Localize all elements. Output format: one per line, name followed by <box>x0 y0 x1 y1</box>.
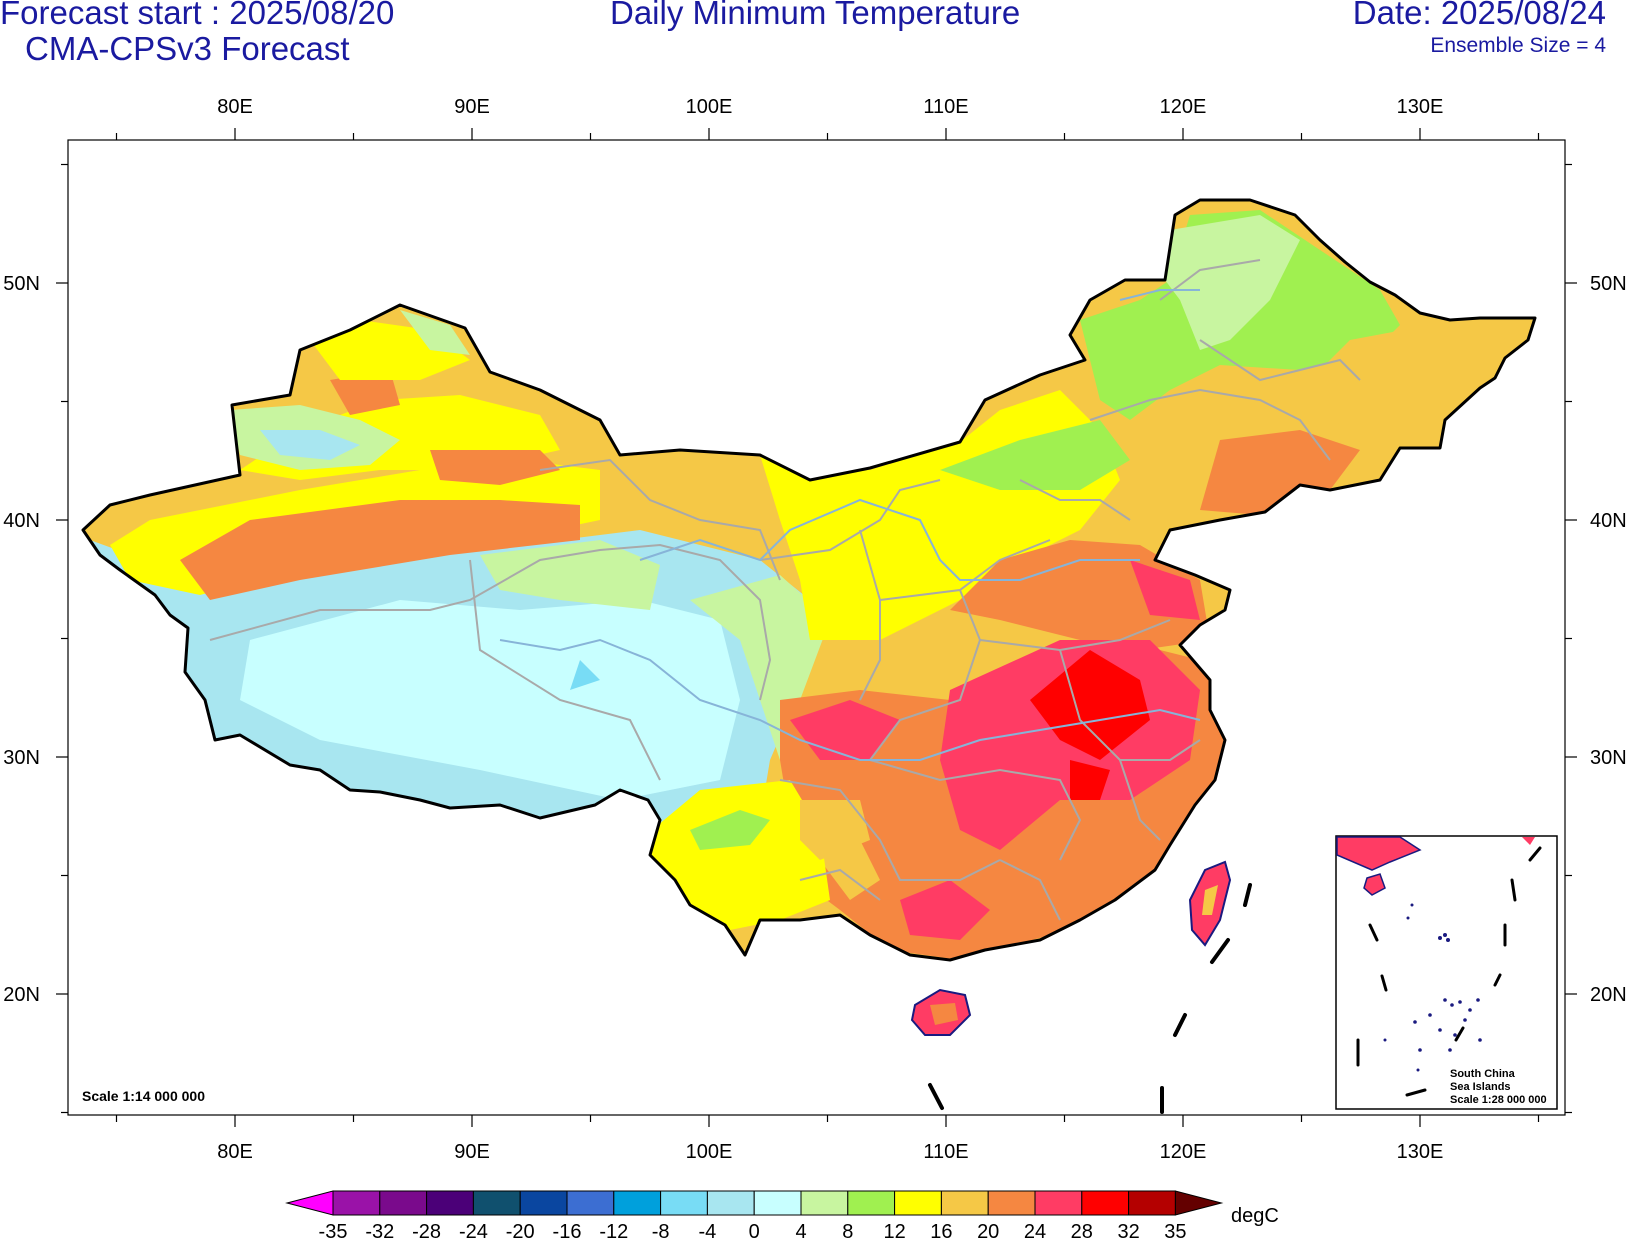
colorbar-bin <box>800 1190 849 1216</box>
colorbar-bin <box>379 1190 428 1216</box>
scale-label: Scale 1:14 000 000 <box>82 1088 205 1104</box>
colorbar-label: -24 <box>459 1221 488 1241</box>
maritime-boundary <box>928 883 1252 1114</box>
colorbar-bin <box>1128 1190 1176 1216</box>
inset-title-line1: South China <box>1450 1068 1516 1080</box>
colorbar-bin <box>987 1190 1036 1216</box>
colorbar-bin <box>894 1190 942 1216</box>
colorbar-label: -12 <box>599 1221 628 1241</box>
province-boundaries <box>209 259 1361 921</box>
colorbar-bin <box>566 1190 615 1216</box>
rivers <box>499 289 1201 761</box>
colorbar-label: -32 <box>365 1221 394 1241</box>
colorbar-label: -28 <box>412 1221 441 1241</box>
country-border <box>81 198 1537 962</box>
colorbar-label: 35 <box>1164 1221 1186 1241</box>
colorbar-bin <box>847 1190 896 1216</box>
colorbar-unit: degC <box>1231 1205 1279 1227</box>
colorbar-label: 12 <box>883 1221 905 1241</box>
colorbar-label: -4 <box>699 1221 717 1241</box>
inset-scale-label: Scale 1:28 000 000 <box>1450 1094 1547 1106</box>
lon-label-top: 90E <box>454 96 490 118</box>
lat-label-right: 30N <box>1590 747 1627 769</box>
lat-label-left: 40N <box>3 510 40 532</box>
lon-label-bottom: 80E <box>217 1141 253 1163</box>
colorbar-bin <box>613 1190 662 1216</box>
colorbar-high-arrow <box>1174 1190 1224 1216</box>
forecast-date-text: Date: 2025/08/24 <box>1352 0 1606 31</box>
colorbar-bin <box>940 1190 989 1216</box>
colorbar-label: 8 <box>842 1221 853 1241</box>
south-china-sea-inset: South China Sea Islands Scale 1:28 000 0… <box>1335 835 1558 1110</box>
lon-label-bottom: 120E <box>1160 1141 1207 1163</box>
colorbar-label: 20 <box>977 1221 999 1241</box>
forecast-start-text: Forecast start : 2025/08/20 <box>0 0 395 31</box>
colorbar-bin <box>472 1190 521 1216</box>
lon-label-top: 100E <box>686 96 733 118</box>
colorbar: -35 -32 -28 -24 -20 -16 -12 -8 -4 0 4 8 12 16 20 24 28 32… <box>285 1190 1224 1241</box>
lon-label-top: 120E <box>1160 96 1207 118</box>
colorbar-label: 16 <box>930 1221 952 1241</box>
lon-label-bottom: 90E <box>454 1141 490 1163</box>
lat-label-left: 50N <box>3 273 40 295</box>
colorbar-low-arrow <box>285 1190 334 1216</box>
colorbar-label: -35 <box>319 1221 348 1241</box>
colorbar-label: 4 <box>795 1221 806 1241</box>
colorbar-bin <box>706 1190 755 1216</box>
colorbar-bin <box>660 1190 708 1216</box>
lon-label-bottom: 110E <box>923 1141 968 1163</box>
colorbar-label: 0 <box>749 1221 760 1241</box>
ensemble-size-text: Ensemble Size = 4 <box>1430 34 1606 57</box>
map-axes: 80E 80E 90E 90E 100E 100E 110E 110E 120E 120E 130E… <box>3 96 1626 1163</box>
model-name-text: CMA-CPSv3 Forecast <box>25 30 350 67</box>
lat-label-left: 20N <box>3 984 40 1006</box>
lon-label-top: 130E <box>1397 96 1444 118</box>
colorbar-bin <box>1081 1190 1130 1216</box>
lat-label-left: 30N <box>3 747 40 769</box>
map-title: Daily Minimum Temperature <box>610 0 1021 31</box>
colorbar-bin <box>519 1190 568 1216</box>
colorbar-bin <box>426 1190 474 1216</box>
colorbar-label: -8 <box>652 1221 670 1241</box>
colorbar-label: 24 <box>1024 1221 1046 1241</box>
lat-label-right: 20N <box>1590 984 1627 1006</box>
lat-label-right: 50N <box>1590 273 1627 295</box>
colorbar-bin <box>1034 1190 1083 1216</box>
lon-label-top: 80E <box>217 96 253 118</box>
lon-label-top: 110E <box>923 96 968 118</box>
inset-title-line2: Sea Islands <box>1450 1081 1511 1093</box>
lon-label-bottom: 100E <box>686 1141 733 1163</box>
colorbar-label: -20 <box>506 1221 535 1241</box>
lat-label-right: 40N <box>1590 510 1627 532</box>
lon-label-bottom: 130E <box>1397 1141 1444 1163</box>
colorbar-bin <box>753 1190 802 1216</box>
colorbar-bin <box>332 1190 381 1216</box>
colorbar-label: -16 <box>553 1221 582 1241</box>
colorbar-label: 28 <box>1071 1221 1093 1241</box>
colorbar-label: 32 <box>1117 1221 1139 1241</box>
